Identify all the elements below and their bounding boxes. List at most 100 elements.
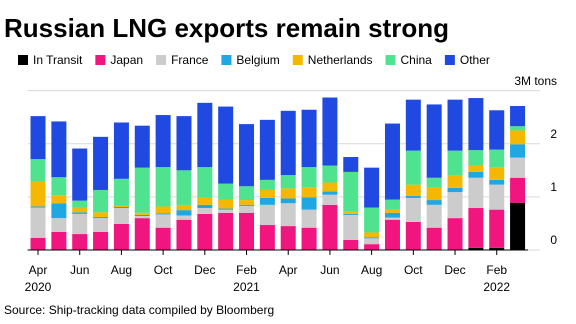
bar-segment: [364, 237, 380, 239]
bar-segment: [113, 223, 129, 250]
bar-segment: [384, 217, 400, 220]
bar-segment: [405, 99, 421, 151]
bar-segment: [301, 209, 317, 228]
bar-segment: [239, 186, 255, 201]
bar-segment: [468, 165, 484, 172]
bar-segment: [489, 179, 505, 185]
y-tick-label: 2: [550, 127, 557, 141]
bar-segment: [510, 144, 526, 158]
bar-segment: [51, 121, 67, 178]
bar-segment: [51, 218, 67, 232]
bar-segment: [113, 178, 129, 206]
bar-segment: [239, 204, 255, 206]
bar-segment: [259, 119, 275, 180]
bar-segment: [343, 157, 359, 172]
legend-label: Netherlands: [308, 53, 373, 67]
bar-segment: [280, 203, 296, 227]
y-tick-label: 1: [550, 180, 557, 194]
bar-segment: [51, 231, 67, 250]
x-tick-label: Dec: [194, 263, 216, 277]
bar-segment: [51, 195, 67, 204]
bar-segment: [134, 212, 150, 215]
bar-segment: [447, 175, 463, 188]
bar-segment: [364, 167, 380, 208]
bar-segment: [93, 217, 109, 219]
bar-segment: [447, 218, 463, 250]
bar-segment: [134, 218, 150, 250]
source: Source: Ship-tracking data compiled by B…: [4, 303, 274, 317]
bar-segment: [384, 123, 400, 200]
bar-segment: [197, 213, 213, 250]
x-tick-label: Aug: [110, 263, 133, 277]
bar-segment: [155, 227, 171, 250]
legend-label: In Transit: [33, 53, 83, 67]
x-tick-label: Aug: [360, 263, 383, 277]
bar-segment: [322, 182, 338, 192]
bar-segment: [510, 130, 526, 145]
bar-segment: [259, 189, 275, 198]
bar-segment: [30, 181, 46, 207]
bar-segment: [259, 179, 275, 190]
bar-segment: [426, 177, 442, 188]
bar-segment: [280, 198, 296, 204]
bar-segment: [93, 218, 109, 232]
bar-segment: [301, 197, 317, 210]
bar-segment: [155, 115, 171, 168]
bar-segment: [280, 110, 296, 176]
bar-segment: [280, 188, 296, 199]
legend-swatch: [444, 55, 455, 65]
bar-segment: [489, 110, 505, 150]
bar-segment: [364, 238, 380, 245]
bar-segment: [176, 205, 192, 211]
bar-segment: [239, 212, 255, 250]
bar-segment: [176, 219, 192, 250]
bar-segment: [468, 247, 484, 250]
bar-segment: [259, 225, 275, 250]
bar-segment: [113, 122, 129, 179]
bar-segment: [218, 212, 234, 250]
bar-segment: [197, 167, 213, 198]
bar-segment: [405, 221, 421, 250]
bar-segment: [405, 150, 421, 185]
bar-segment: [239, 200, 255, 205]
bar-segment: [134, 214, 150, 216]
bar-segment: [364, 232, 380, 238]
bar-segment: [72, 200, 88, 208]
bar-segment: [364, 207, 380, 233]
bar-segment: [134, 167, 150, 213]
x-tick-label: Apr: [278, 263, 298, 277]
bar-segment: [468, 208, 484, 248]
x-tick-label: Feb 2022: [483, 263, 511, 294]
bar-segment: [322, 97, 338, 166]
bar-segment: [93, 189, 109, 213]
legend-label: Belgium: [236, 53, 279, 67]
y-tick-label: 0: [550, 233, 557, 247]
bar-segment: [218, 208, 234, 210]
legend-swatch: [156, 55, 167, 65]
bar-segment: [447, 99, 463, 151]
bar-segment: [343, 239, 359, 250]
bar-segment: [322, 194, 338, 205]
bar-segment: [93, 136, 109, 190]
bar-segment: [72, 212, 88, 214]
x-tick-label: Oct: [403, 263, 423, 277]
bar-segment: [343, 214, 359, 240]
bar-segment: [322, 191, 338, 195]
legend-label: Japan: [110, 53, 143, 67]
bar-segment: [510, 126, 526, 131]
bar-segment: [489, 167, 505, 180]
bar-segment: [405, 195, 421, 198]
bar-segment: [93, 212, 109, 218]
bar-segment: [72, 207, 88, 213]
bar-segment: [239, 124, 255, 187]
bar-segment: [218, 183, 234, 200]
x-tick-label: Dec: [444, 263, 466, 277]
bar-segment: [426, 227, 442, 250]
x-tick-label: Apr 2020: [24, 263, 52, 294]
bar-segment: [489, 209, 505, 248]
bar-segment: [510, 202, 526, 250]
bar-segment: [343, 211, 359, 214]
bar-segment: [113, 205, 129, 207]
bar-segment: [384, 209, 400, 213]
